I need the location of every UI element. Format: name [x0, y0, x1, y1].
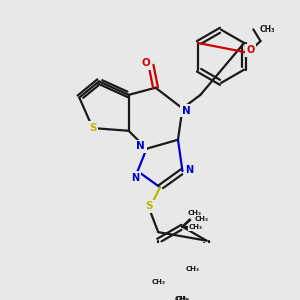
Text: CH₃: CH₃ — [188, 210, 202, 216]
Text: CH₃: CH₃ — [176, 296, 190, 300]
Text: CH₃: CH₃ — [189, 224, 203, 230]
Text: CH₃: CH₃ — [195, 216, 208, 222]
Text: N: N — [182, 106, 190, 116]
Text: N: N — [136, 141, 145, 151]
Text: O: O — [246, 45, 254, 55]
Text: N: N — [185, 165, 193, 175]
Text: CH₃: CH₃ — [186, 266, 200, 272]
Text: CH₃: CH₃ — [174, 296, 188, 300]
Text: CH₃: CH₃ — [151, 279, 165, 285]
Text: O: O — [142, 58, 151, 68]
Text: CH₃: CH₃ — [260, 25, 275, 34]
Text: N: N — [131, 173, 139, 183]
Text: S: S — [89, 123, 97, 133]
Text: S: S — [146, 201, 153, 212]
